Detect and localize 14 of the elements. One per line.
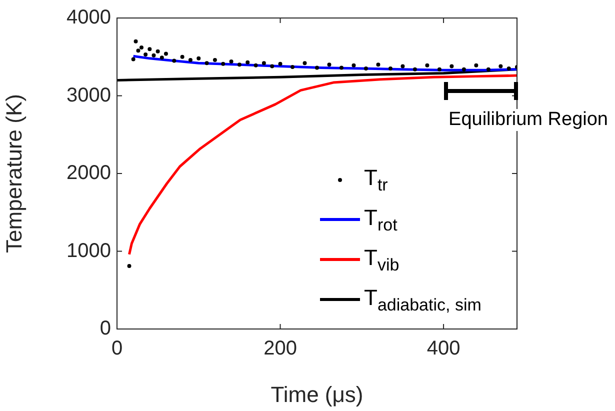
legend-label: T$_{tr}$: [364, 164, 388, 196]
y-tick-label: 4000: [66, 6, 111, 29]
y-tick-label: 1000: [66, 240, 111, 262]
y-axis-title: Temperature (K): [1, 94, 26, 253]
y-tick-label: 0: [100, 318, 111, 340]
x-tick-label: 400: [426, 338, 460, 360]
y-tick-label: 2000: [66, 162, 111, 184]
x-tick-label: 200: [264, 338, 297, 360]
y-tick-label: 3000: [66, 84, 111, 106]
legend-label: T$_{adiabatic, sim}$: [364, 284, 482, 316]
annotation: Equilibrium Region: [448, 109, 608, 131]
legend-label: T$_{rot}$: [364, 204, 398, 236]
x-axis-title: Time (μs): [270, 382, 364, 407]
legend-label: T$_{vib}$: [364, 244, 400, 276]
